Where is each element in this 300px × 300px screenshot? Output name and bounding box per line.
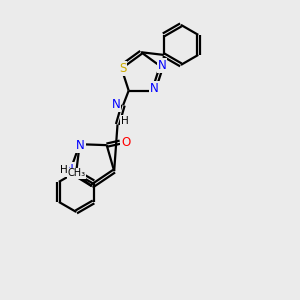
Text: H: H <box>60 165 68 175</box>
Text: S: S <box>119 62 126 75</box>
Text: N: N <box>150 82 159 95</box>
Text: N: N <box>158 59 166 72</box>
Text: CH₃: CH₃ <box>68 168 85 178</box>
Text: H: H <box>121 116 129 126</box>
Text: N: N <box>65 163 74 176</box>
Text: N: N <box>112 98 120 111</box>
Text: O: O <box>121 136 130 149</box>
Text: N: N <box>76 139 85 152</box>
